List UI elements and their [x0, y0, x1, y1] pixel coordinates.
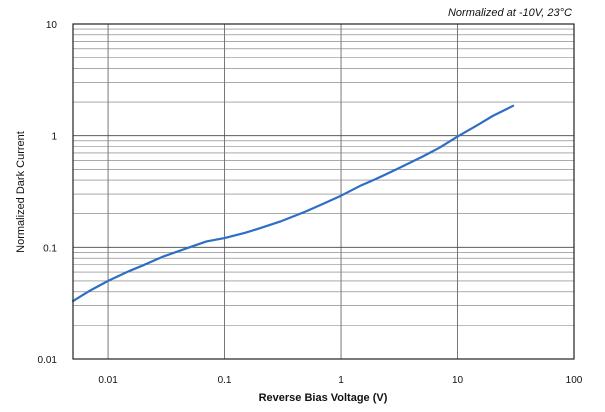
dark-current-series-line: [71, 104, 515, 303]
x-tick-label: 10: [452, 375, 464, 386]
x-tick-labels: 0.01 0.1 1 10 100: [98, 375, 582, 386]
y-axis-label: Normalized Dark Current: [15, 131, 27, 253]
x-tick-label: 100: [566, 375, 583, 386]
x-axis-label: Reverse Bias Voltage (V): [259, 392, 388, 404]
x-tick-label: 1: [338, 375, 344, 386]
y-tick-label: 1: [51, 132, 57, 143]
x-tick-label: 0.1: [218, 375, 232, 386]
chart-annotation: Normalized at -10V, 23°C: [448, 7, 572, 19]
series-group: [71, 104, 515, 303]
x-tick-label: 0.01: [98, 375, 118, 386]
y-tick-labels: 10 1 0.1 0.01: [38, 20, 58, 366]
y-tick-label: 0.01: [38, 355, 58, 366]
y-tick-label: 10: [46, 20, 58, 31]
plot-frame: [72, 23, 575, 360]
y-tick-label: 0.1: [43, 243, 57, 254]
